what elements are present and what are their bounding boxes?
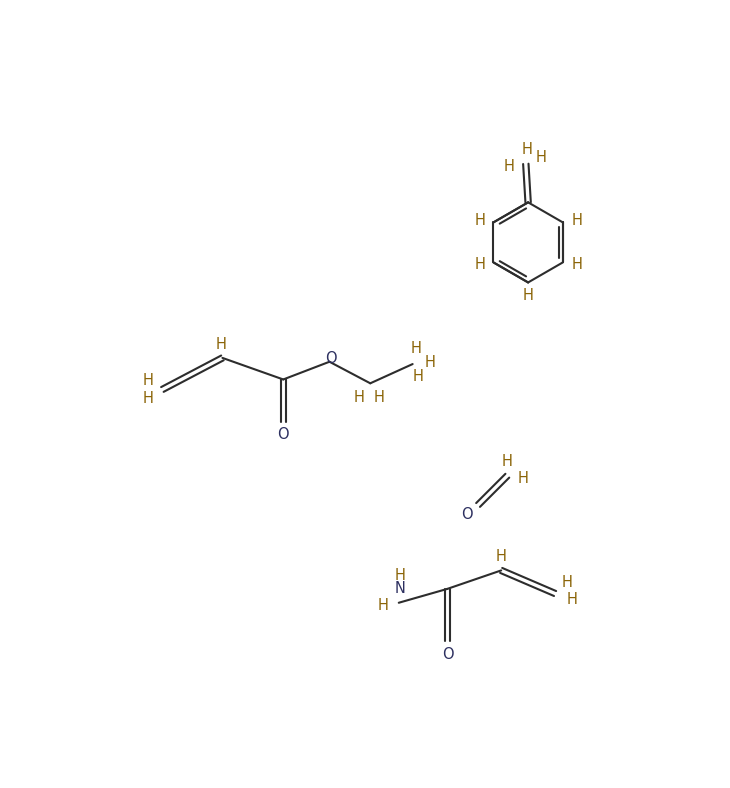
Text: O: O (277, 426, 288, 441)
Text: H: H (502, 455, 512, 470)
Text: H: H (504, 159, 515, 174)
Text: H: H (143, 373, 154, 388)
Text: N: N (395, 582, 406, 597)
Text: H: H (474, 213, 485, 228)
Text: H: H (536, 151, 547, 165)
Text: H: H (411, 341, 422, 356)
Text: H: H (496, 549, 507, 564)
Text: O: O (442, 647, 454, 662)
Text: H: H (523, 288, 534, 303)
Text: H: H (571, 213, 582, 228)
Text: H: H (374, 390, 385, 405)
Text: H: H (215, 337, 226, 352)
Text: H: H (474, 257, 485, 272)
Text: H: H (353, 390, 364, 405)
Text: O: O (325, 351, 337, 366)
Text: H: H (143, 391, 154, 406)
Text: H: H (424, 355, 435, 370)
Text: H: H (522, 143, 533, 158)
Text: H: H (518, 470, 529, 485)
Text: O: O (461, 507, 473, 522)
Text: H: H (561, 575, 572, 590)
Text: H: H (395, 568, 406, 583)
Text: H: H (412, 369, 423, 384)
Text: H: H (378, 598, 389, 613)
Text: H: H (571, 257, 582, 272)
Text: H: H (566, 592, 577, 608)
